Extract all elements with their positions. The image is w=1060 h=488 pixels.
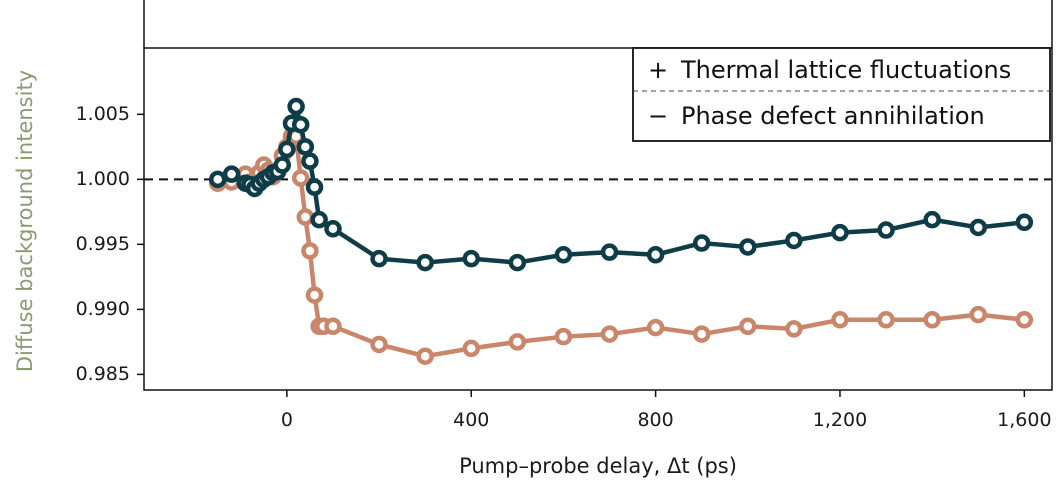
data-point <box>739 317 757 336</box>
data-point <box>692 234 711 252</box>
data-point <box>785 320 803 338</box>
data-point <box>370 335 388 354</box>
data-point <box>222 165 241 183</box>
upper-panel-frame <box>143 0 1053 48</box>
y-tick-label: 0.990 <box>76 298 130 320</box>
data-point <box>301 152 319 170</box>
data-point <box>600 325 619 343</box>
x-tick-label: 400 <box>453 409 489 431</box>
data-point <box>278 140 296 159</box>
y-tick-label: 0.995 <box>76 233 130 255</box>
y-axis-label: Diffuse background intensity <box>13 70 37 372</box>
data-point <box>1015 213 1034 232</box>
data-point <box>370 249 388 268</box>
data-point <box>831 223 849 242</box>
x-tick-label: 1,200 <box>813 409 867 431</box>
legend-label-thermal: Thermal lattice fluctuations <box>680 56 1011 84</box>
data-point <box>692 325 711 343</box>
data-point <box>554 246 573 264</box>
data-point <box>416 347 434 365</box>
data-point <box>877 311 895 329</box>
data-point <box>600 243 619 261</box>
x-axis: 0 400 800 1,200 1,600 <box>281 390 1052 431</box>
x-tick-label: 1,600 <box>997 409 1051 431</box>
series-layer <box>208 97 1034 365</box>
data-point <box>969 218 988 237</box>
x-tick-label: 0 <box>281 409 293 431</box>
data-point <box>831 311 849 329</box>
data-point <box>877 221 895 239</box>
plot-frame <box>143 47 1053 391</box>
y-tick-label: 0.985 <box>76 363 130 385</box>
data-point <box>1015 311 1034 329</box>
data-point <box>508 333 527 351</box>
data-point <box>554 327 573 346</box>
data-point <box>291 169 310 187</box>
data-point <box>305 286 324 304</box>
x-axis-label: Pump–probe delay, Δt (ps) <box>459 454 737 478</box>
series-phase <box>208 97 1034 272</box>
y-tick-label: 1.005 <box>76 103 130 125</box>
legend-label-phase: Phase defect annihilation <box>681 102 985 130</box>
data-point <box>291 115 310 134</box>
data-point <box>305 178 324 196</box>
data-point <box>462 249 480 268</box>
data-point <box>739 238 757 256</box>
data-point <box>508 253 527 272</box>
data-point <box>301 242 319 260</box>
data-point <box>208 170 227 189</box>
y-axis: 0.985 0.990 0.995 1.000 1.005 <box>76 103 144 385</box>
data-point <box>296 138 315 156</box>
legend-box <box>632 47 1051 142</box>
data-point <box>646 318 665 337</box>
legend: + Thermal lattice fluctuations − Phase d… <box>632 47 1051 142</box>
x-tick-label: 800 <box>637 409 673 431</box>
data-point <box>462 339 480 358</box>
data-point <box>287 97 305 116</box>
data-point <box>923 311 941 329</box>
data-point <box>273 156 292 174</box>
data-point <box>969 305 988 324</box>
legend-symbol-phase: − <box>648 102 668 130</box>
data-point <box>416 253 434 272</box>
data-point <box>923 210 941 229</box>
series-thermal <box>208 127 1034 365</box>
data-point <box>310 210 328 229</box>
data-point <box>785 231 803 250</box>
legend-symbol-thermal: + <box>648 56 668 84</box>
y-tick-label: 1.000 <box>76 168 130 190</box>
data-point <box>324 220 342 238</box>
data-point <box>296 208 315 226</box>
data-point <box>324 317 342 336</box>
data-point <box>646 246 665 264</box>
